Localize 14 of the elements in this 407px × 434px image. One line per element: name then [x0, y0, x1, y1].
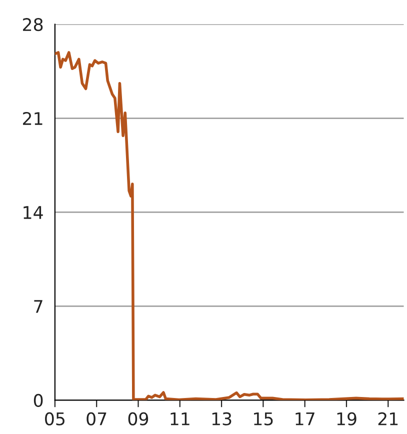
x-tick-label: 05: [45, 412, 64, 426]
y-tick-label: 0: [34, 394, 43, 407]
x-tick-label: 19: [337, 412, 356, 426]
x-tick-label: 13: [212, 412, 232, 426]
y-tick-label: 21: [23, 112, 42, 125]
y-tick-label: 28: [23, 18, 43, 32]
x-tick-label: 21: [378, 412, 398, 426]
x-tick-label: 07: [86, 412, 106, 426]
x-tick-label: 09: [128, 412, 148, 426]
x-tick-label: 15: [254, 412, 273, 426]
y-tick-label: 7: [34, 300, 42, 313]
x-tick-label: 17: [296, 412, 314, 426]
x-tick-label: 11: [170, 412, 190, 426]
y-tick-label: 14: [24, 206, 43, 219]
